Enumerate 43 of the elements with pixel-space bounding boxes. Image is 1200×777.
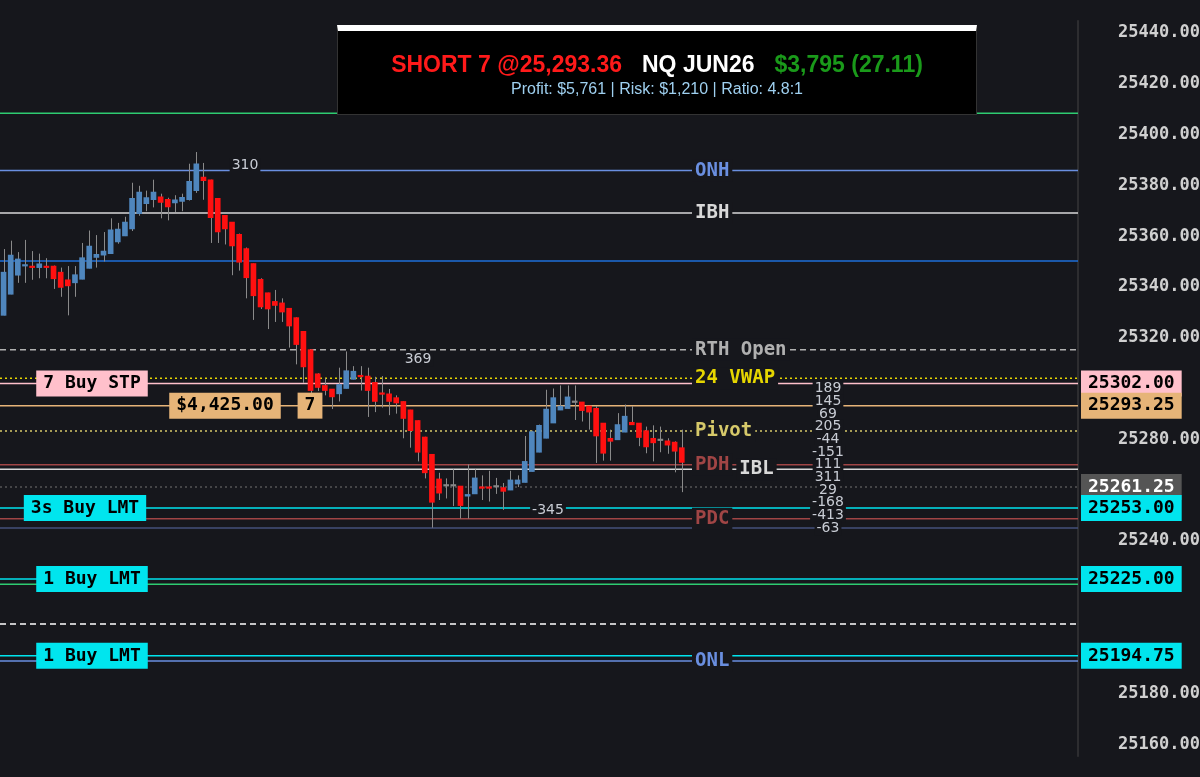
ref-line-label: RTH Open	[695, 336, 787, 359]
text: 25302.00	[1088, 371, 1175, 393]
ref-line-label: PDH	[695, 451, 730, 474]
annotation: 3s Buy LMT	[30, 495, 140, 517]
y-tick-label: 25420.00	[1118, 72, 1200, 93]
annotation: 1 Buy LMT	[43, 643, 141, 665]
ref-line-label: ONH	[695, 157, 730, 180]
annotation: -413	[812, 506, 844, 523]
ref-line-label: Pivot	[695, 417, 753, 440]
y-tick-label: 25400.00	[1118, 122, 1200, 143]
y-tick-label: 25360.00	[1118, 224, 1200, 245]
annotation: $4,425.00	[176, 393, 274, 415]
text: 25253.00	[1088, 495, 1175, 517]
y-tick-label: 25280.00	[1118, 427, 1200, 448]
annotation: -345	[532, 501, 564, 518]
ref-line-label: IBH	[695, 199, 730, 222]
ref-line-label: 24 VWAP	[695, 365, 776, 388]
text: 25261.25	[1088, 474, 1175, 496]
annotation: 369	[404, 350, 432, 367]
y-tick-label: 25320.00	[1118, 326, 1200, 347]
y-tick-label: 25160.00	[1118, 732, 1200, 753]
y-tick-label: 25240.00	[1118, 529, 1200, 550]
y-tick-label: 25380.00	[1118, 173, 1200, 194]
info-panel: SHORT 7 @25,293.36 NQ JUN26 $3,795 (27.11) Profit: $5,761 | Risk: $1,210 | Ratio: 4.8:1	[337, 25, 977, 115]
ref-line-label: PDC	[695, 505, 730, 528]
ref-line-label: ONL	[695, 647, 730, 670]
y-tick-label: 25180.00	[1118, 681, 1200, 702]
annotation: 7	[304, 393, 316, 415]
annotation: 111	[814, 455, 842, 472]
annotation: 205	[814, 417, 842, 434]
text: 25225.00	[1088, 566, 1175, 588]
annotation: NQ JUN26	[642, 51, 755, 77]
y-tick-label: 25440.00	[1118, 21, 1200, 42]
text: 25194.75	[1088, 643, 1175, 665]
annotation: 1 Buy LMT	[43, 566, 141, 588]
text: 25293.25	[1088, 393, 1175, 415]
annotation: 310	[231, 155, 259, 172]
y-tick-label: 25340.00	[1118, 275, 1200, 296]
annotation: $3,795 (27.11)	[774, 51, 923, 77]
ref-line-label: IBL	[739, 456, 774, 479]
annotation: 189	[814, 379, 842, 396]
annotation: 7 Buy STP	[43, 371, 141, 393]
annotation: -168	[812, 493, 844, 510]
